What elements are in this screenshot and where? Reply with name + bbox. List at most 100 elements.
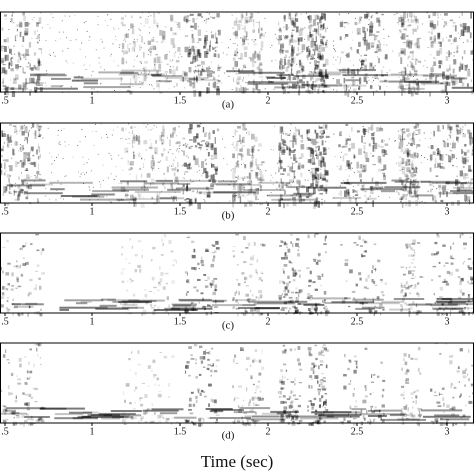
spectral-texture <box>144 410 148 414</box>
spectral-texture <box>262 243 266 247</box>
spectral-texture <box>25 302 38 305</box>
spectral-texture <box>323 160 325 166</box>
spectral-texture <box>16 375 18 377</box>
spectral-texture <box>439 48 443 55</box>
noise-speckle <box>363 166 365 167</box>
noise-speckle <box>127 160 129 162</box>
noise-speckle <box>404 183 406 185</box>
spectral-texture <box>153 376 155 378</box>
spectral-texture <box>16 34 18 37</box>
spectral-texture <box>214 284 218 289</box>
noise-speckle <box>141 187 143 189</box>
spectral-texture <box>471 145 474 152</box>
spectral-texture <box>155 140 157 144</box>
spectral-texture <box>237 153 238 159</box>
spectral-texture <box>288 186 312 189</box>
spectral-texture <box>215 418 218 422</box>
spectral-texture <box>49 181 93 184</box>
noise-speckle <box>204 78 206 80</box>
spectral-texture <box>279 280 281 284</box>
spectral-texture <box>177 182 191 185</box>
noise-speckle <box>400 180 402 182</box>
spectral-texture <box>281 186 283 188</box>
spectral-texture <box>339 36 342 41</box>
spectral-texture <box>211 155 213 157</box>
spectral-texture <box>183 162 187 167</box>
spectral-texture <box>412 419 414 421</box>
spectral-texture <box>193 248 196 253</box>
noise-speckle <box>152 169 154 171</box>
spectral-texture <box>213 153 218 160</box>
spectral-texture <box>401 202 404 208</box>
noise-speckle <box>145 149 147 151</box>
spectral-texture <box>33 65 36 69</box>
panel-background <box>0 233 474 313</box>
spectral-texture <box>280 173 284 175</box>
noise-speckle <box>147 54 149 55</box>
noise-speckle <box>386 72 388 74</box>
spectral-texture <box>8 62 10 69</box>
noise-speckle <box>421 155 422 156</box>
spectral-texture <box>419 372 422 375</box>
spectral-texture <box>171 131 174 137</box>
spectral-texture <box>439 393 443 395</box>
noise-speckle <box>113 27 115 29</box>
spectral-texture <box>172 417 174 419</box>
spectral-texture <box>239 139 242 145</box>
noise-speckle <box>208 175 210 177</box>
spectral-texture <box>241 123 244 127</box>
noise-speckle <box>59 38 61 40</box>
spectral-texture <box>314 375 319 379</box>
spectral-texture <box>301 164 305 169</box>
spectral-texture <box>23 152 27 159</box>
spectral-texture <box>417 407 419 410</box>
noise-speckle <box>60 183 62 185</box>
noise-speckle <box>42 137 44 139</box>
spectral-texture <box>381 169 385 171</box>
spectral-texture <box>289 140 294 143</box>
spectral-texture <box>284 190 286 194</box>
noise-speckle <box>270 81 272 82</box>
spectral-texture <box>8 136 12 143</box>
spectral-texture <box>205 248 209 252</box>
spectral-texture <box>214 288 217 292</box>
spectral-texture <box>314 64 319 70</box>
noise-speckle <box>176 150 178 152</box>
spectral-texture <box>342 74 388 77</box>
spectral-texture <box>133 196 137 203</box>
noise-speckle <box>143 166 145 168</box>
spectral-texture <box>366 287 369 290</box>
spectral-texture <box>430 304 458 307</box>
noise-speckle <box>296 181 298 183</box>
spectral-texture <box>194 22 197 30</box>
spectral-texture <box>235 161 238 168</box>
noise-speckle <box>117 126 119 128</box>
spectral-texture <box>209 45 211 52</box>
spectral-texture <box>214 289 218 291</box>
noise-speckle <box>132 86 134 88</box>
spectral-texture <box>233 180 235 187</box>
spectral-texture <box>401 158 405 164</box>
spectral-texture <box>167 77 208 79</box>
noise-speckle <box>299 200 301 201</box>
spectral-texture <box>200 422 203 426</box>
noise-speckle <box>354 17 356 19</box>
spectral-texture <box>186 280 188 282</box>
spectral-texture <box>445 182 474 185</box>
spectral-texture <box>200 360 204 364</box>
spectral-texture <box>168 382 170 387</box>
spectral-texture <box>235 176 238 178</box>
noise-speckle <box>234 70 235 72</box>
noise-speckle <box>221 42 223 44</box>
spectral-texture <box>249 399 251 403</box>
spectral-texture <box>415 123 419 128</box>
spectral-texture <box>39 285 42 290</box>
noise-speckle <box>5 49 7 51</box>
noise-speckle <box>363 136 365 137</box>
spectral-texture <box>259 170 263 176</box>
spectral-texture <box>451 86 474 89</box>
noise-speckle <box>462 129 464 131</box>
spectral-texture <box>307 138 312 141</box>
spectral-texture <box>233 77 234 82</box>
noise-speckle <box>11 53 13 55</box>
